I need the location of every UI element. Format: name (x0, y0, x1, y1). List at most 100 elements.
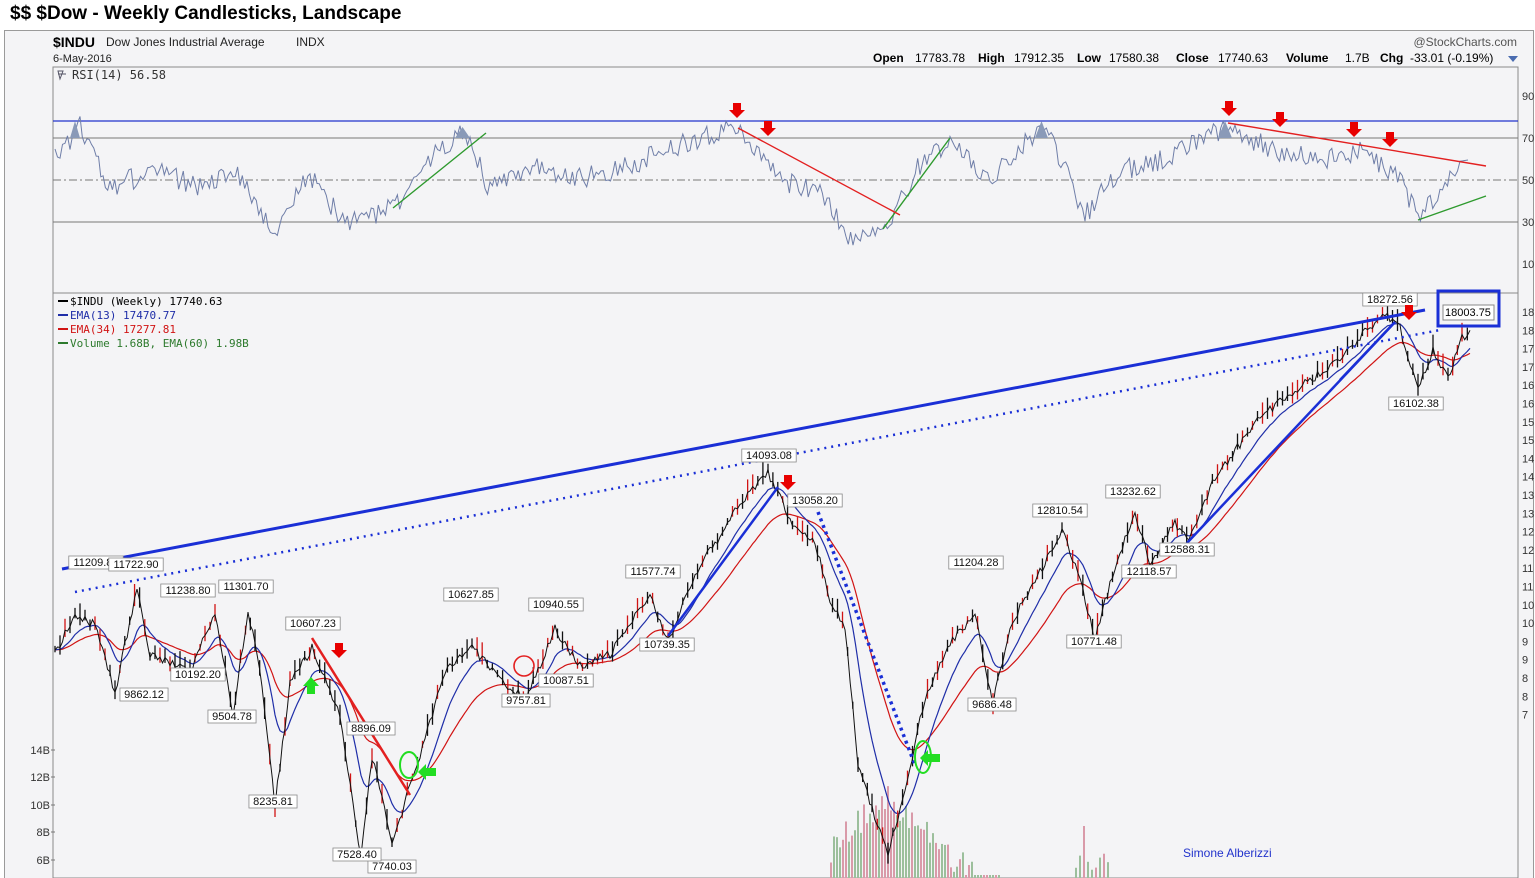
price-label: 11204.28 (953, 557, 998, 569)
volume-bar (842, 839, 844, 878)
low-label: Low (1077, 51, 1102, 65)
volume-bar (863, 804, 865, 878)
volume-bar (962, 852, 964, 878)
price-axis-label: 17 (1522, 344, 1534, 356)
rsi-trendline (392, 132, 487, 209)
price-label: 12118.57 (1126, 566, 1171, 578)
volume-bar (920, 828, 922, 878)
rsi-axis-label: 10 (1522, 259, 1534, 271)
green-circle-marker (399, 751, 419, 779)
chg-value: -33.01 (-0.19%) (1410, 51, 1493, 65)
highlight-box (1436, 289, 1501, 328)
volume-bar (1107, 862, 1109, 878)
price-label: 18272.56 (1367, 294, 1413, 306)
price-label-box (501, 693, 551, 708)
price-label-box (119, 687, 169, 702)
red-down-arrow-icon (1401, 305, 1417, 320)
volume-axis-label: 10B (30, 800, 50, 812)
volume-bar (911, 812, 913, 878)
green-left-arrow-icon (418, 764, 436, 780)
price-axis-label: 12 (1522, 527, 1534, 539)
price-axis-label: 14 (1522, 453, 1534, 465)
price-label: 10771.48 (1071, 636, 1117, 648)
volume-axis-label: 8B (37, 827, 50, 839)
volume-bar (950, 867, 952, 878)
volume-bar (1083, 826, 1085, 878)
price-label: 13232.62 (1110, 486, 1156, 498)
volume-bar (836, 837, 838, 878)
volume-bar (989, 875, 991, 878)
volume-bar (953, 871, 955, 878)
price-axis: 18 18 17 17 16 16 15 15 14 14 13 13 12 12 11 11 10 10 9 9 8 8… (1522, 307, 1534, 722)
legend-entry: EMA(13) 17470.77 (70, 309, 176, 322)
ema13-series (54, 323, 1471, 815)
price-label: 14093.08 (746, 450, 792, 462)
rsi-axis-label: 30 (1522, 217, 1534, 229)
volume-bar (932, 833, 934, 878)
rsi-trendline (1417, 195, 1487, 221)
rsi-trendline (1227, 122, 1487, 167)
volume-bar (1079, 855, 1081, 878)
price-label: 9504.78 (212, 711, 252, 723)
price-label-box (967, 697, 1017, 712)
quote-row: Open 17783.78 High 17912.35 Low 17580.38… (873, 51, 1493, 65)
page-title-bar: $$ $Dow - Weekly Candlesticks, Landscape (0, 0, 1535, 30)
price-label: 10607.23 (290, 618, 336, 630)
symbol-label: $INDU (53, 34, 95, 50)
price-axis-label: 16 (1522, 399, 1534, 411)
rsi-overbought-fill (455, 127, 470, 138)
price-label-box (332, 847, 382, 862)
price-label-box (108, 557, 164, 572)
volume-bar (1103, 853, 1105, 878)
rsi-overbought-fill (70, 121, 80, 138)
price-axis-label: 15 (1522, 435, 1534, 447)
price-label: 12810.54 (1037, 505, 1083, 517)
price-label-box (248, 794, 298, 809)
volume-bar (848, 841, 850, 878)
volume-bar (851, 835, 853, 878)
red-circle-marker (513, 655, 535, 677)
price-axis-label: 8 (1522, 691, 1528, 703)
price-label: 16102.38 (1393, 398, 1439, 410)
volume-bar (968, 865, 970, 878)
rsi-overbought-fill (1218, 121, 1232, 138)
volume-bar (983, 875, 985, 878)
highlight-label: 18003.75 (1445, 307, 1491, 319)
close-value: 17740.63 (1218, 51, 1268, 65)
price-panel (52, 292, 1519, 878)
price-axis-label: 10 (1522, 600, 1534, 612)
page-title: $$ $Dow - Weekly Candlesticks, Landscape (10, 3, 402, 24)
volume-bar (866, 823, 868, 878)
volume-bar (1091, 869, 1093, 878)
volume-bar (881, 796, 883, 878)
price-label-box (160, 583, 216, 598)
price-label: 11722.90 (113, 559, 158, 571)
volume-label: Volume (1286, 51, 1329, 65)
ema34-series (54, 341, 1471, 782)
price-label: 8235.81 (253, 796, 293, 808)
volume-bar (902, 817, 904, 878)
volume-axis-label: 6B (37, 855, 50, 867)
price-axis-label: 9 (1522, 655, 1528, 667)
volume-bar (845, 821, 847, 878)
price-axis-label: 7 (1522, 710, 1528, 722)
price-axis-label: 18 (1522, 325, 1534, 337)
price-label: 11577.74 (630, 566, 675, 578)
red-down-arrow-icon (1382, 132, 1398, 147)
volume-bar (944, 844, 946, 878)
open-value: 17783.78 (915, 51, 965, 65)
price-axis-label: 16 (1522, 380, 1534, 392)
red-trendline (310, 637, 412, 796)
volume-bar (1095, 867, 1097, 878)
price-label-box (285, 616, 341, 631)
volume-axis: 14B 12B 10B 8B 6B (30, 745, 55, 867)
volume-bar (986, 875, 988, 878)
chg-down-icon (1508, 56, 1518, 62)
volume-bar (941, 843, 943, 878)
symbol-name: Dow Jones Industrial Average (106, 35, 265, 49)
volume-bar (938, 849, 940, 878)
volume-axis-label: 14B (30, 745, 50, 757)
price-label-box (538, 673, 594, 688)
volume-bar (917, 825, 919, 878)
